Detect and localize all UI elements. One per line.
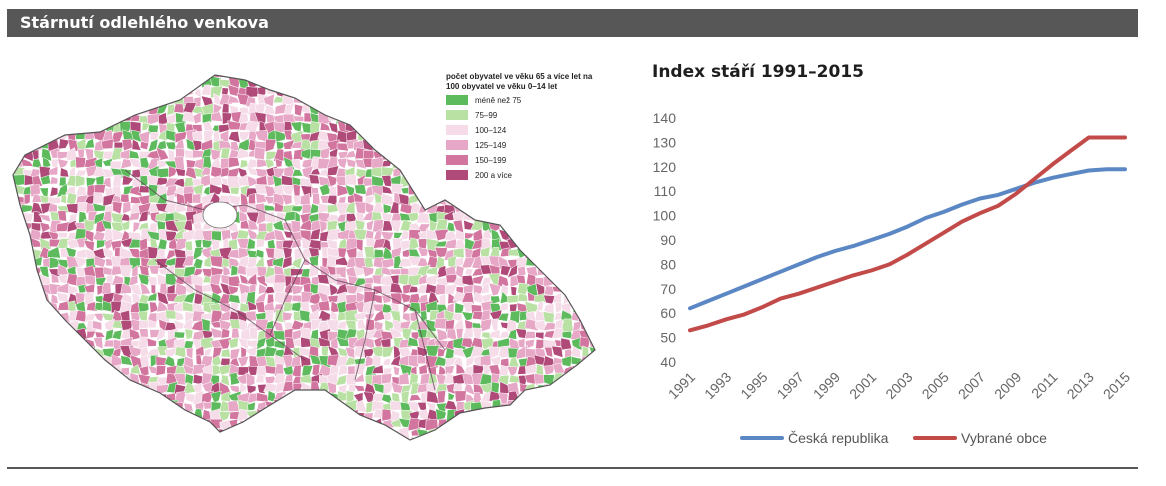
map-legend-item: 150–199 [446, 153, 606, 167]
legend-label: 150–199 [475, 155, 507, 165]
x-tick-label: 2007 [955, 369, 988, 402]
y-tick-label: 90 [660, 232, 676, 248]
map-graphic [5, 60, 615, 460]
map-legend-item: 200 a více [446, 168, 606, 182]
map-legend: počet obyvatel ve věku 65 a více let na … [446, 72, 606, 182]
y-tick-label: 80 [660, 256, 676, 272]
legend-swatch [446, 110, 468, 120]
chart-legend-item: Vybrané obce [913, 430, 1047, 446]
x-tick-label: 1995 [737, 369, 770, 402]
y-tick-label: 130 [653, 134, 677, 150]
chart-legend-item: Česká republika [740, 430, 888, 446]
legend-swatch [446, 170, 468, 180]
series-line [688, 167, 1127, 311]
y-tick-label: 100 [653, 208, 677, 224]
map-legend-item: 125–149 [446, 138, 606, 152]
chart-title: Index stáří 1991–2015 [652, 62, 864, 82]
y-tick-label: 120 [653, 159, 677, 175]
map-legend-item: 100–124 [446, 123, 606, 137]
legend-swatch [446, 95, 468, 105]
x-tick-label: 1999 [810, 369, 843, 402]
x-tick-label: 2011 [1028, 369, 1061, 402]
legend-label: 100–124 [475, 125, 507, 135]
legend-label: 125–149 [475, 140, 507, 150]
legend-label: méně než 75 [475, 95, 522, 105]
y-tick-label: 70 [660, 281, 676, 297]
legend-series-name: Česká republika [788, 430, 889, 446]
legend-line-swatch [740, 436, 784, 440]
czech-map: počet obyvatel ve věku 65 a více let na … [5, 60, 615, 460]
x-tick-label: 1991 [665, 369, 698, 402]
x-tick-label: 2009 [991, 369, 1024, 402]
y-tick-label: 40 [660, 354, 676, 370]
legend-series-name: Vybrané obce [961, 430, 1047, 446]
legend-swatch [446, 125, 468, 135]
header-bar: Stárnutí odlehlého venkova [7, 9, 1138, 37]
page-title: Stárnutí odlehlého venkova [20, 13, 269, 32]
x-tick-label: 1997 [774, 369, 807, 402]
x-tick-label: 2005 [919, 369, 952, 402]
map-legend-item: méně než 75 [446, 93, 606, 107]
y-tick-label: 140 [653, 110, 677, 126]
map-legend-item: 75–99 [446, 108, 606, 122]
legend-label: 200 a více [475, 170, 512, 180]
y-tick-label: 110 [654, 183, 677, 199]
x-tick-label: 1993 [701, 369, 734, 402]
y-tick-label: 50 [660, 330, 676, 346]
map-legend-title: počet obyvatel ve věku 65 a více let na … [446, 72, 593, 91]
legend-swatch [446, 155, 468, 165]
legend-line-swatch [913, 436, 957, 440]
x-tick-label: 2015 [1100, 369, 1133, 402]
legend-swatch [446, 140, 468, 150]
x-tick-label: 2001 [846, 369, 879, 402]
x-tick-label: 2003 [882, 369, 915, 402]
x-tick-label: 2013 [1064, 369, 1097, 402]
legend-label: 75–99 [475, 110, 498, 120]
bottom-divider [7, 467, 1138, 469]
series-line [688, 135, 1127, 333]
y-tick-label: 60 [660, 305, 676, 321]
